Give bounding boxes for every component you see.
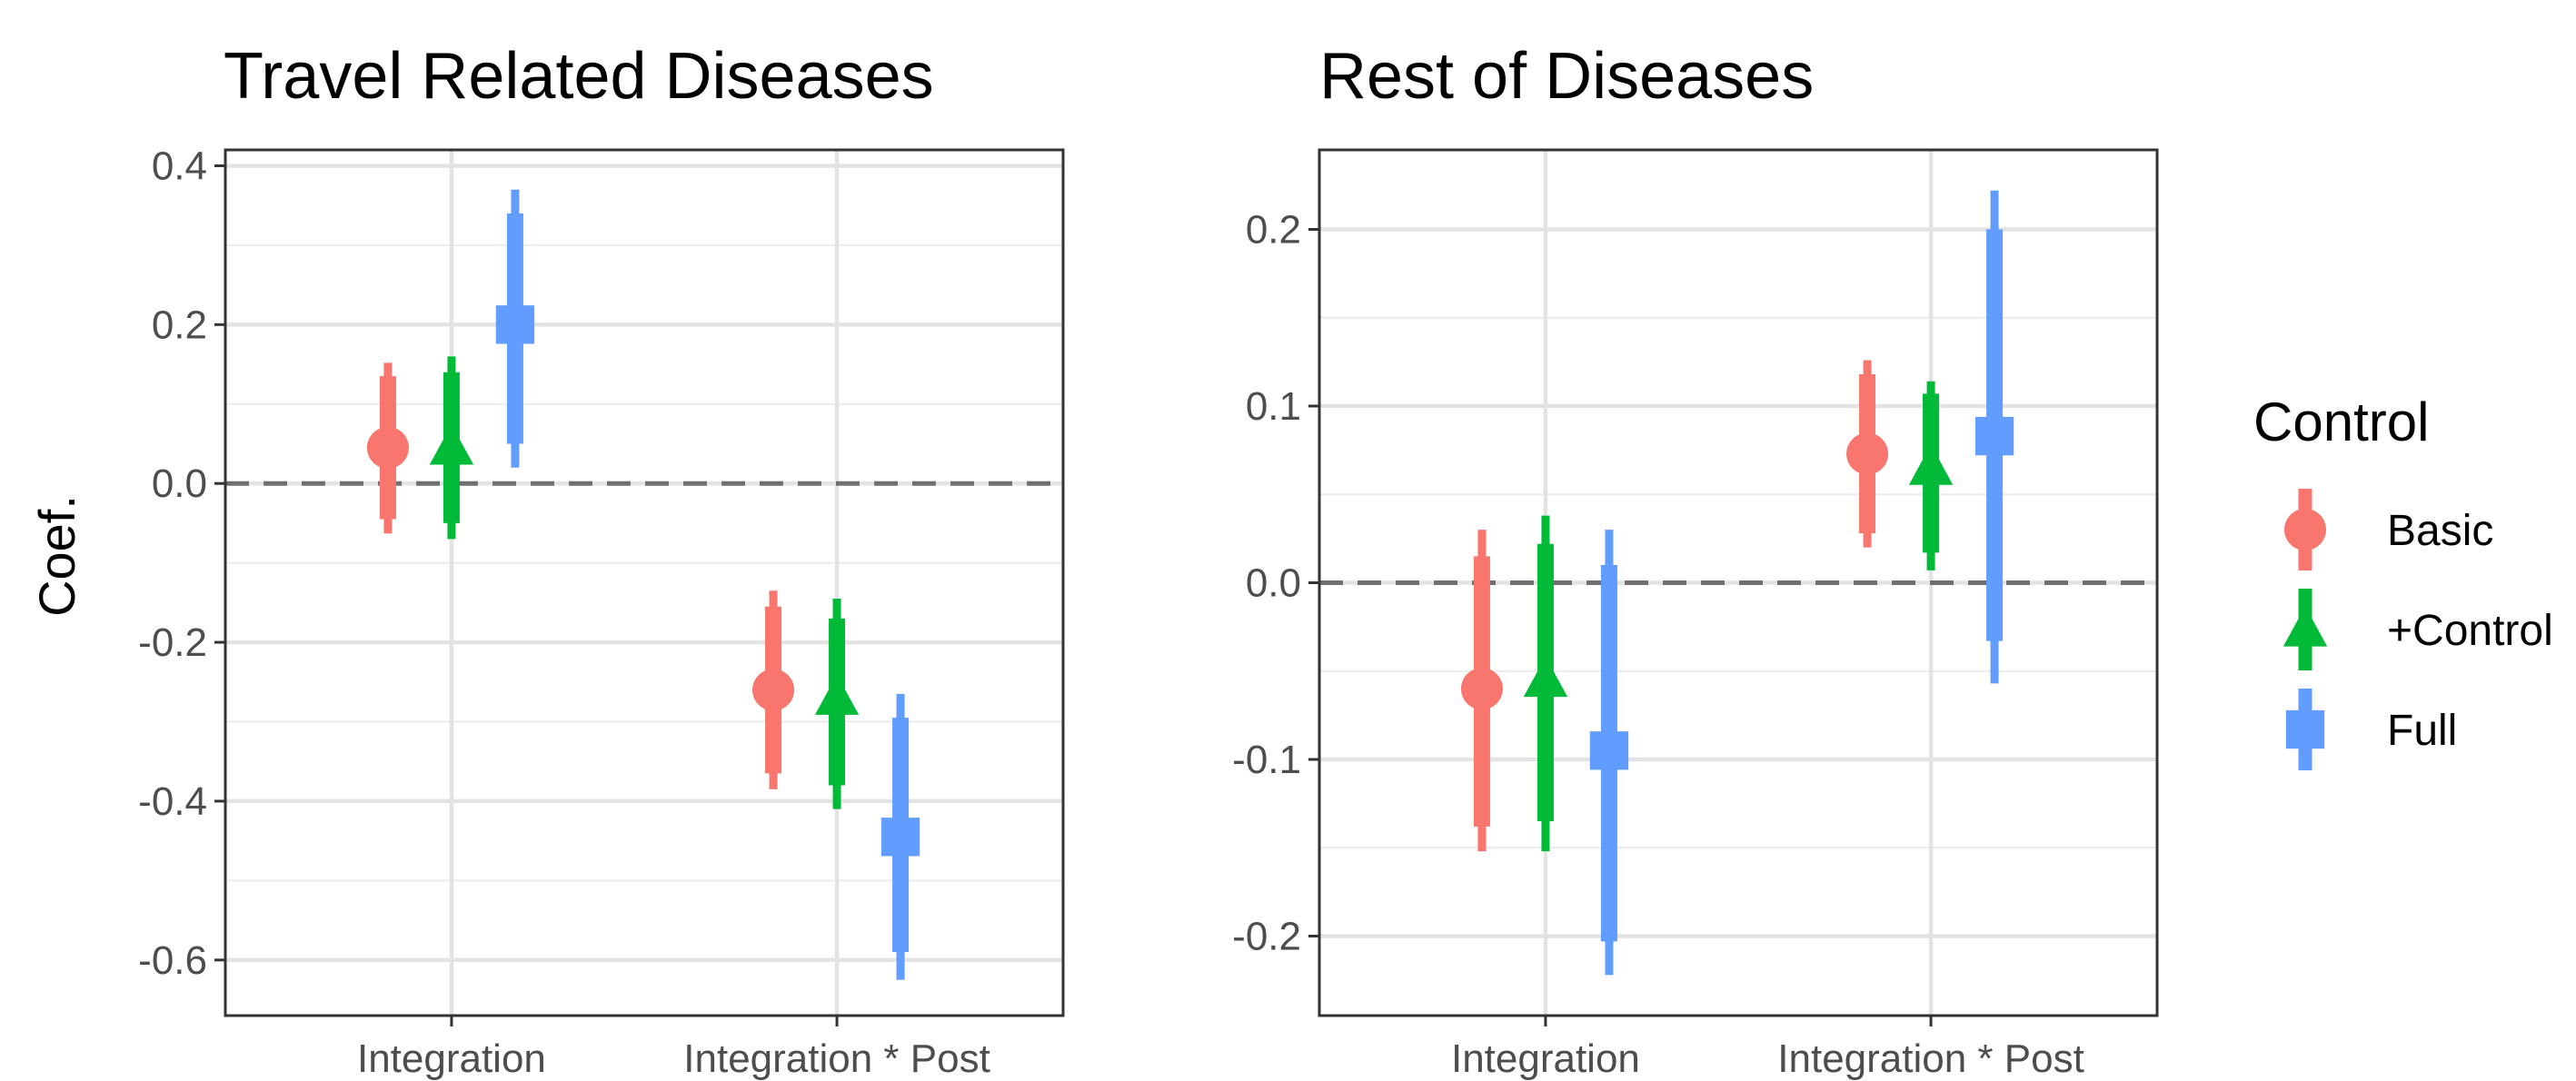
point-estimate-marker <box>1523 656 1568 698</box>
legend-item-control: +Control <box>2283 589 2553 670</box>
legend-label: +Control <box>2387 607 2553 655</box>
point-estimate-marker <box>1908 444 1954 485</box>
panel-title: Travel Related Diseases <box>224 40 934 113</box>
plot-area: 0.2 0.1 0.0 -0.1 -0.2 Integration Integration … <box>1232 148 2159 1081</box>
point-estimate-marker <box>752 669 795 711</box>
point-estimate-marker <box>880 818 920 857</box>
legend-key-marker <box>2283 606 2328 647</box>
y-tick-label: -0.1 <box>1232 738 1301 782</box>
series-full <box>1589 190 2014 976</box>
x-tick-label: Integration * Post <box>1777 1036 2084 1081</box>
x-tick-label: Integration <box>1451 1036 1640 1081</box>
series-control <box>1523 381 1954 852</box>
point-estimate-marker <box>814 674 860 715</box>
legend-item-full: Full <box>2285 689 2457 770</box>
point-estimate-marker <box>1460 668 1503 710</box>
y-tick-label: 0.0 <box>152 461 207 506</box>
panel-rest-of-diseases: Rest of Diseases 0.2 0.1 0.0 -0.1 -0.2 Integr… <box>1232 40 2159 1081</box>
y-tick-label: 0.0 <box>1246 561 1301 606</box>
y-tick-label: 0.1 <box>1246 384 1301 429</box>
panel-border <box>1318 148 2159 1017</box>
panel-title: Rest of Diseases <box>1319 40 1814 113</box>
y-axis-title: Coef. <box>28 495 85 617</box>
series-basic <box>366 362 795 789</box>
legend-key-marker <box>2285 709 2325 749</box>
point-estimate-marker <box>1846 432 1889 475</box>
y-tick-label: 0.2 <box>1246 208 1301 253</box>
point-estimate-marker <box>429 424 474 465</box>
legend-label: Basic <box>2387 507 2493 555</box>
panel-border <box>224 148 1065 1017</box>
y-tick-label: 0.4 <box>152 144 207 188</box>
point-estimate-marker <box>1974 416 2014 456</box>
y-tick-label: -0.4 <box>138 779 207 824</box>
legend-key-marker <box>2284 509 2326 550</box>
legend-label: Full <box>2387 707 2457 755</box>
y-tick-label: -0.2 <box>138 620 207 665</box>
panel-travel-related-diseases: Travel Related Diseases 0.4 0.2 0.0 -0.2 -0.… <box>28 40 1065 1081</box>
legend-items: Basic +Control Full <box>2283 489 2553 770</box>
point-estimate-marker <box>366 426 409 469</box>
y-axis: 0.2 0.1 0.0 -0.1 -0.2 <box>1232 208 1319 958</box>
legend-title: Control <box>2253 392 2429 452</box>
x-tick-label: Integration * Post <box>683 1036 990 1081</box>
plot-area: 0.4 0.2 0.0 -0.2 -0.4 -0.6 Integration Integrat… <box>138 144 1065 1081</box>
y-tick-label: -0.6 <box>138 938 207 983</box>
series-full <box>495 189 920 980</box>
legend: Control Basic +Control Full <box>2253 392 2553 770</box>
plot-background <box>225 150 1063 1016</box>
x-tick-label: Integration <box>357 1036 546 1081</box>
y-tick-label: -0.2 <box>1232 914 1301 958</box>
y-tick-label: 0.2 <box>152 302 207 347</box>
series-basic <box>1460 360 1889 852</box>
y-axis: 0.4 0.2 0.0 -0.2 -0.4 -0.6 <box>138 144 225 983</box>
legend-item-basic: Basic <box>2284 489 2493 570</box>
series-control <box>429 356 860 809</box>
point-estimate-marker <box>495 305 535 344</box>
point-estimate-marker <box>1589 731 1629 770</box>
